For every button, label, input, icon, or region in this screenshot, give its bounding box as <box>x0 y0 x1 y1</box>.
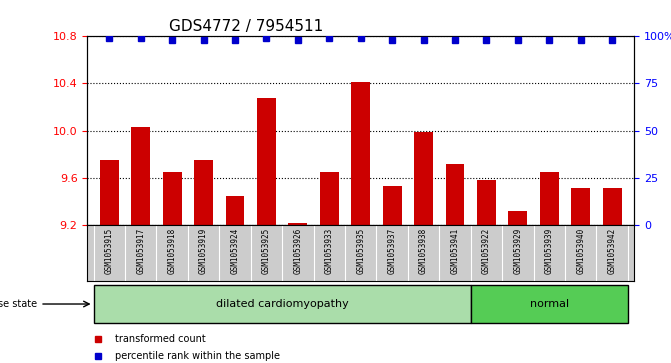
Text: GSM1053938: GSM1053938 <box>419 228 428 274</box>
Bar <box>351 82 370 225</box>
Bar <box>132 127 150 225</box>
Text: GSM1053939: GSM1053939 <box>545 228 554 274</box>
Text: GDS4772 / 7954511: GDS4772 / 7954511 <box>169 19 323 34</box>
Bar <box>477 180 496 225</box>
Text: GSM1053924: GSM1053924 <box>230 228 240 274</box>
Text: percentile rank within the sample: percentile rank within the sample <box>115 351 280 361</box>
Bar <box>320 172 339 225</box>
Bar <box>446 164 464 225</box>
Text: normal: normal <box>529 299 569 309</box>
Text: GSM1053915: GSM1053915 <box>105 228 113 274</box>
Text: GSM1053940: GSM1053940 <box>576 228 585 274</box>
Text: transformed count: transformed count <box>115 334 205 344</box>
Bar <box>414 132 433 225</box>
Text: GSM1053925: GSM1053925 <box>262 228 271 274</box>
Text: GSM1053919: GSM1053919 <box>199 228 208 274</box>
Text: dilated cardiomyopathy: dilated cardiomyopathy <box>215 299 348 309</box>
Text: GSM1053917: GSM1053917 <box>136 228 145 274</box>
Text: GSM1053918: GSM1053918 <box>168 228 176 274</box>
Bar <box>289 223 307 225</box>
Text: GSM1053929: GSM1053929 <box>513 228 522 274</box>
Text: GSM1053933: GSM1053933 <box>325 228 333 274</box>
Text: GSM1053926: GSM1053926 <box>293 228 303 274</box>
Text: GSM1053922: GSM1053922 <box>482 228 491 274</box>
Bar <box>539 172 559 225</box>
Bar <box>509 211 527 225</box>
Bar <box>382 186 401 225</box>
Bar <box>257 98 276 225</box>
Text: GSM1053942: GSM1053942 <box>608 228 617 274</box>
Text: GSM1053937: GSM1053937 <box>388 228 397 274</box>
Text: disease state: disease state <box>0 299 37 309</box>
Bar <box>603 188 621 225</box>
Text: GSM1053941: GSM1053941 <box>450 228 460 274</box>
Bar <box>100 160 119 225</box>
Bar <box>194 160 213 225</box>
Bar <box>225 196 244 225</box>
Bar <box>162 172 182 225</box>
Bar <box>571 188 590 225</box>
Text: GSM1053935: GSM1053935 <box>356 228 365 274</box>
Bar <box>470 285 628 323</box>
Bar <box>93 285 470 323</box>
